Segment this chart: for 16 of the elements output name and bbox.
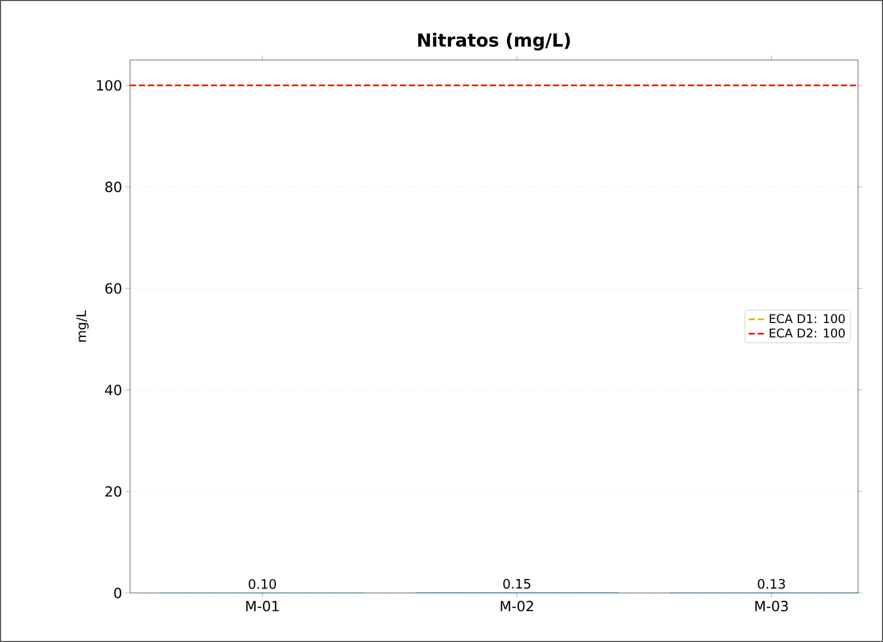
data-label: 0.15 <box>503 578 530 589</box>
y-axis-title: mg/L <box>76 310 89 342</box>
y-tick-label: 60 <box>105 283 122 294</box>
x-tick-label: M-03 <box>755 600 788 612</box>
x-tick-label: M-01 <box>246 600 279 612</box>
legend-label: ECA D1: 100 <box>770 314 845 324</box>
legend-label: ECA D2: 100 <box>770 328 845 338</box>
y-tick-label: 40 <box>105 384 122 396</box>
y-tick-label: 80 <box>105 182 122 192</box>
data-label: 0.13 <box>758 578 785 589</box>
y-tick-label: 100 <box>97 80 122 91</box>
y-tick-label: 0 <box>114 588 122 598</box>
x-tick-label: M-02 <box>500 600 533 612</box>
chart-title: Nitratos (mg/L) <box>418 32 570 50</box>
data-label: 0.10 <box>248 579 276 589</box>
y-tick-label: 20 <box>105 486 122 497</box>
